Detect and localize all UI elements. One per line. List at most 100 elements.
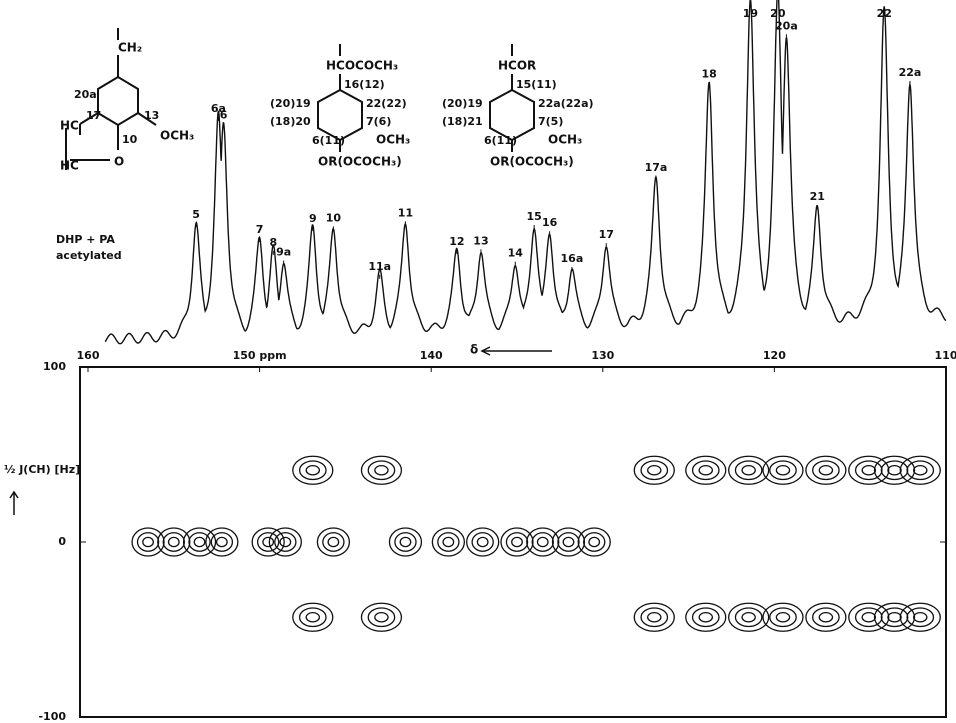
structure-label: OCH₃ (160, 129, 194, 143)
contour (327, 536, 340, 548)
structure-label: 6(11) (312, 134, 345, 147)
contour (887, 464, 902, 476)
cross-peak (633, 455, 675, 485)
contour (640, 460, 669, 481)
cross-peak (848, 455, 890, 485)
y-tick-label: 0 (58, 535, 66, 548)
contour (399, 536, 412, 548)
contour (734, 607, 763, 628)
peak-label: 16 (542, 216, 558, 229)
contour (848, 455, 890, 485)
contour (685, 455, 727, 485)
cross-peak (899, 602, 941, 632)
peak-label: 9 (309, 212, 317, 225)
contour (193, 536, 206, 548)
contour (861, 464, 877, 476)
peak-label: 8 (269, 236, 277, 249)
structure-label: HC (60, 119, 79, 133)
cross-peak (873, 455, 916, 485)
contour (476, 536, 489, 548)
contour (292, 455, 334, 485)
contour (873, 602, 916, 632)
contour (466, 527, 500, 557)
contour (818, 464, 834, 476)
structure-label: 13 (144, 109, 159, 122)
peak-label: 6 (220, 108, 228, 121)
contour (640, 607, 669, 628)
contour (367, 460, 396, 481)
contour (526, 527, 560, 557)
cross-peak (685, 455, 727, 485)
arrow (480, 346, 552, 356)
contour (182, 527, 217, 557)
peak-label: 16a (561, 252, 584, 265)
contour (698, 611, 714, 623)
cross-peak (762, 455, 804, 485)
cross-peak (500, 527, 534, 557)
contour (899, 455, 941, 485)
cross-peak (292, 602, 334, 632)
cross-peak (633, 602, 675, 632)
structure-label: (20)19 (270, 97, 311, 110)
contour (899, 602, 941, 632)
x-tick-label: 120 (763, 349, 786, 362)
contour (762, 602, 804, 632)
contour (388, 527, 423, 557)
cross-peak (762, 602, 804, 632)
peak-label: 12 (449, 235, 464, 248)
contour (251, 527, 285, 557)
y-tick-label: -100 (38, 710, 66, 723)
contour (292, 602, 334, 632)
contour (588, 536, 601, 548)
peak-label: 22 (877, 7, 892, 20)
peak-label: 5 (192, 208, 200, 221)
contour (298, 460, 327, 481)
contour (812, 460, 840, 481)
cross-peak (360, 455, 403, 485)
contour (577, 527, 611, 557)
structure-2 (317, 44, 363, 152)
structure-label: 22a(22a) (538, 97, 594, 110)
contour (167, 536, 180, 548)
contour (861, 611, 877, 623)
contour (741, 611, 756, 623)
contour (262, 536, 275, 548)
contour (805, 455, 847, 485)
contour (633, 602, 675, 632)
contour (854, 460, 883, 481)
sample-label: acetylated (56, 249, 122, 262)
contour (162, 532, 186, 552)
x-tick-label: 110 (935, 349, 956, 362)
cross-peak (360, 602, 403, 632)
peak-label: 18 (702, 67, 717, 80)
structure-label: HCOCOCH₃ (326, 59, 398, 73)
cross-peak (316, 527, 351, 557)
structure-label: (18)20 (270, 115, 311, 128)
contour (685, 602, 727, 632)
cross-peak (685, 602, 727, 632)
structure-label: OR(OCOCH₃) (318, 155, 402, 169)
contour (360, 455, 403, 485)
contour (511, 536, 523, 548)
contour (215, 536, 228, 548)
contour (734, 460, 763, 481)
contour (157, 527, 191, 557)
x-tick-label: 140 (420, 349, 443, 362)
structure-label: (18)21 (442, 115, 483, 128)
contour (322, 532, 345, 552)
contour (367, 607, 396, 628)
structure-label: HC (60, 159, 79, 173)
contour (500, 527, 534, 557)
peak-label: 11a (368, 260, 391, 273)
contour (848, 602, 890, 632)
contour (583, 532, 606, 552)
contour (913, 611, 928, 623)
contour (805, 602, 847, 632)
structure-label: 22(22) (366, 97, 407, 110)
contour (442, 536, 455, 548)
contour (268, 527, 302, 557)
structure-label: 6(11) (484, 134, 517, 147)
cross-peak (728, 602, 770, 632)
contour (854, 607, 883, 628)
contour (698, 464, 714, 476)
